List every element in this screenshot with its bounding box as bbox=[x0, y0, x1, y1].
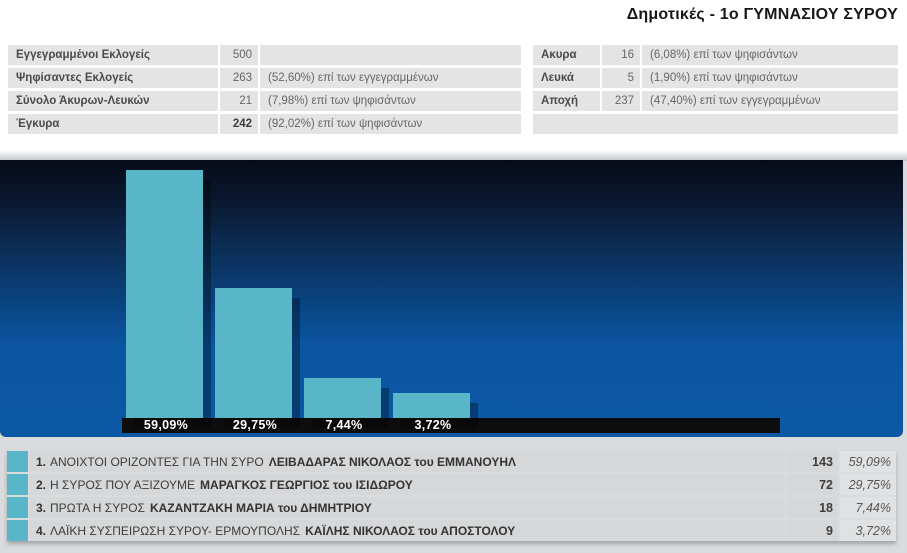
page-title: Δημοτικές - 1ο ΓΥΜΝΑΣΙΟΥ ΣΥΡΟΥ bbox=[626, 6, 898, 23]
result-name-cell: 1. ΑΝΟΙΧΤΟΙ ΟΡΙΖΟΝΤΕΣ ΓΙΑ ΤΗΝ ΣΥΡΟ ΛΕΙΒΑΔΑ… bbox=[30, 451, 785, 472]
candidate-name: ΚΑΪΛΗΣ ΝΙΚΟΛΑΟΣ του ΑΠΟΣΤΟΛΟΥ bbox=[305, 523, 516, 538]
summary-label: Ψηφίσαντες Εκλογείς bbox=[8, 68, 218, 88]
result-percent: 7,44% bbox=[840, 497, 896, 518]
chart-bar-value-label: 59,09% bbox=[143, 418, 189, 432]
summary-value: 237 bbox=[602, 91, 640, 111]
result-row: 2. Η ΣΥΡΟΣ ΠΟΥ ΑΞΙΖΟΥΜΕ ΜΑΡΑΓΚΟΣ ΓΕΩΡΓΙΟΣ … bbox=[7, 474, 896, 495]
summary-note bbox=[260, 45, 521, 65]
result-rank: 3. bbox=[36, 500, 47, 515]
result-percent: 3,72% bbox=[840, 520, 896, 541]
summary-value: 263 bbox=[220, 68, 258, 88]
result-name-cell: 4. ΛΑΪΚΗ ΣΥΣΠΕΙΡΩΣΗ ΣΥΡΟΥ- ΕΡΜΟΥΠΟΛΗΣ ΚΑΪΛ… bbox=[30, 520, 785, 541]
summary-row: Σύνολο Άκυρων-Λευκών 21 (7,98%) επί των ψη… bbox=[8, 91, 521, 111]
party-color-swatch bbox=[7, 474, 28, 495]
chart-bar-value-label: 3,72% bbox=[414, 418, 452, 432]
chart-bar bbox=[304, 378, 381, 418]
summary-row: Ακυρα 16 (6,08%) επί των ψηφισάντων bbox=[533, 45, 898, 65]
result-row: 4. ΛΑΪΚΗ ΣΥΣΠΕΙΡΩΣΗ ΣΥΡΟΥ- ΕΡΜΟΥΠΟΛΗΣ ΚΑΪΛ… bbox=[7, 520, 896, 541]
summary-note: (1,90%) επί των ψηφισάντων bbox=[642, 68, 898, 88]
summary-note: (7,98%) επί των ψηφισάντων bbox=[260, 91, 521, 111]
result-percent: 59,09% bbox=[840, 451, 896, 472]
result-votes: 9 bbox=[787, 520, 838, 541]
summary-label: Ακυρα bbox=[533, 45, 600, 65]
summary-note: (52,60%) επί των εγγεγραμμένων bbox=[260, 68, 521, 88]
candidate-name: ΜΑΡΑΓΚΟΣ ΓΕΩΡΓΙΟΣ του ΙΣΙΔΩΡΟΥ bbox=[200, 477, 413, 492]
summary-row: Έγκυρα 242 (92,02%) επί των ψηφισάντων bbox=[8, 114, 521, 134]
chart-bar bbox=[393, 393, 470, 418]
summary-label: Σύνολο Άκυρων-Λευκών bbox=[8, 91, 218, 111]
summary-table-right: Ακυρα 16 (6,08%) επί των ψηφισάντων Λευκά 5(… bbox=[533, 45, 898, 137]
chart-axis-strip bbox=[122, 418, 780, 433]
summary-note: (6,08%) επί των ψηφισάντων bbox=[642, 45, 898, 65]
result-rank: 2. bbox=[36, 477, 47, 492]
summary-value: 500 bbox=[220, 45, 258, 65]
party-name: ΑΝΟΙΧΤΟΙ ΟΡΙΖΟΝΤΕΣ ΓΙΑ ΤΗΝ ΣΥΡΟ bbox=[50, 454, 264, 469]
summary-value: 21 bbox=[220, 91, 258, 111]
summary-label: Λευκά bbox=[533, 68, 600, 88]
summary-label: Έγκυρα bbox=[8, 114, 218, 134]
chart-bar bbox=[215, 288, 292, 418]
result-rank: 4. bbox=[36, 523, 47, 538]
party-color-swatch bbox=[7, 520, 28, 541]
chart-bar-value-label: 29,75% bbox=[232, 418, 278, 432]
summary-note: (47,40%) επί των εγγεγραμμένων bbox=[642, 91, 898, 111]
summary-empty-cell bbox=[533, 114, 898, 134]
summary-note: (92,02%) επί των ψηφισάντων bbox=[260, 114, 521, 134]
result-percent: 29,75% bbox=[840, 474, 896, 495]
results-bar-chart: 59,09% 29,75% 7,44% 3,72% bbox=[0, 160, 903, 437]
summary-label: Αποχή bbox=[533, 91, 600, 111]
lower-section: 59,09% 29,75% 7,44% 3,72% 1. ΑΝΟΙΧΤΟΙ ΟΡΙΖΟΝ… bbox=[0, 150, 907, 553]
result-votes: 72 bbox=[787, 474, 838, 495]
party-color-swatch bbox=[7, 451, 28, 472]
party-name: ΛΑΪΚΗ ΣΥΣΠΕΙΡΩΣΗ ΣΥΡΟΥ- ΕΡΜΟΥΠΟΛΗΣ bbox=[50, 523, 301, 538]
result-name-cell: 2. Η ΣΥΡΟΣ ΠΟΥ ΑΞΙΖΟΥΜΕ ΜΑΡΑΓΚΟΣ ΓΕΩΡΓΙΟΣ … bbox=[30, 474, 785, 495]
candidate-name: ΛΕΙΒΑΔΑΡΑΣ ΝΙΚΟΛΑΟΣ του ΕΜΜΑΝΟΥΗΛ bbox=[268, 454, 517, 469]
summary-table-left: Εγγεγραμμένοι Εκλογείς 500 Ψηφίσαντες Εκλο… bbox=[8, 45, 521, 137]
result-row: 1. ΑΝΟΙΧΤΟΙ ΟΡΙΖΟΝΤΕΣ ΓΙΑ ΤΗΝ ΣΥΡΟ ΛΕΙΒΑΔΑ… bbox=[7, 451, 896, 472]
result-row: 3. ΠΡΩΤΑ Η ΣΥΡΟΣ ΚΑΖΑΝΤΖΑΚΗ ΜΑΡΙΑ του ΔΗΜΗ… bbox=[7, 497, 896, 518]
party-name: ΠΡΩΤΑ Η ΣΥΡΟΣ bbox=[50, 500, 145, 515]
result-name-cell: 3. ΠΡΩΤΑ Η ΣΥΡΟΣ ΚΑΖΑΝΤΖΑΚΗ ΜΑΡΙΑ του ΔΗΜΗ… bbox=[30, 497, 785, 518]
summary-row: Ψηφίσαντες Εκλογείς 263 (52,60%) επί των ε… bbox=[8, 68, 521, 88]
party-name: Η ΣΥΡΟΣ ΠΟΥ ΑΞΙΖΟΥΜΕ bbox=[50, 477, 196, 492]
results-list: 1. ΑΝΟΙΧΤΟΙ ΟΡΙΖΟΝΤΕΣ ΓΙΑ ΤΗΝ ΣΥΡΟ ΛΕΙΒΑΔΑ… bbox=[7, 451, 896, 541]
candidate-name: ΚΑΖΑΝΤΖΑΚΗ ΜΑΡΙΑ του ΔΗΜΗΤΡΙΟΥ bbox=[149, 500, 372, 515]
summary-value: 5 bbox=[602, 68, 640, 88]
summary-row: Αποχή 237 (47,40%) επί των εγγεγραμμένων bbox=[533, 91, 898, 111]
result-votes: 18 bbox=[787, 497, 838, 518]
summary-label: Εγγεγραμμένοι Εκλογείς bbox=[8, 45, 218, 65]
result-votes: 143 bbox=[787, 451, 838, 472]
chart-bar bbox=[126, 170, 203, 418]
summary-row: Λευκά 5 (1,90%) επί των ψηφισάντων bbox=[533, 68, 898, 88]
summary-row: Εγγεγραμμένοι Εκλογείς 500 bbox=[8, 45, 521, 65]
summary-row bbox=[533, 114, 898, 134]
summary-value: 16 bbox=[602, 45, 640, 65]
party-color-swatch bbox=[7, 497, 28, 518]
result-rank: 1. bbox=[36, 454, 47, 469]
summary-value: 242 bbox=[220, 114, 258, 134]
chart-bar-value-label: 7,44% bbox=[325, 418, 363, 432]
